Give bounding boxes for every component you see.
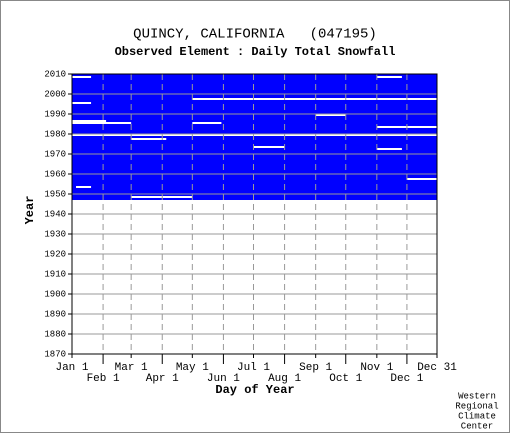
credit: Climate	[458, 411, 496, 421]
data-gap	[72, 76, 92, 78]
y-tick-label: 1980	[44, 129, 66, 139]
y-tick-label: 2000	[44, 89, 66, 99]
data-gap	[131, 196, 193, 198]
y-tick-label: 1880	[44, 329, 66, 339]
data-gap	[253, 146, 285, 148]
y-tick-label: 1990	[44, 109, 66, 119]
x-tick-label: Jan 1	[55, 362, 88, 374]
y-axis-label: Year	[23, 196, 37, 225]
x-tick-label: Mar 1	[115, 362, 148, 374]
data-gap	[72, 134, 437, 136]
y-tick-label: 1960	[44, 169, 66, 179]
x-tick-label: Aug 1	[268, 373, 301, 385]
data-coverage	[72, 74, 437, 200]
y-tick-label: 1940	[44, 209, 66, 219]
data-gap	[315, 114, 346, 116]
credit: Regional	[455, 401, 498, 411]
x-tick-label: Dec 31	[417, 362, 457, 374]
credit: Western	[458, 391, 496, 401]
credit: Center	[461, 421, 493, 431]
data-gap	[76, 186, 92, 188]
y-tick-label: 1970	[44, 149, 66, 159]
x-axis-label: Day of Year	[215, 383, 294, 397]
data-gap	[72, 122, 132, 124]
data-gap	[131, 138, 167, 140]
x-tick-label: Sep 1	[299, 362, 332, 374]
data-gap	[376, 148, 402, 150]
y-tick-label: 1930	[44, 229, 66, 239]
plot-frame	[71, 73, 438, 355]
y-tick-label: 1920	[44, 249, 66, 259]
y-tick-label: 1870	[44, 349, 66, 359]
x-tick-label: Oct 1	[329, 373, 362, 385]
x-tick-label: May 1	[176, 362, 209, 374]
chart-subtitle: Observed Element : Daily Total Snowfall	[115, 45, 396, 59]
x-tick-label: Apr 1	[146, 373, 179, 385]
x-tick-label: Feb 1	[87, 373, 120, 385]
y-tick-label: 1890	[44, 309, 66, 319]
x-tick-label: Nov 1	[360, 362, 393, 374]
y-tick-label: 1900	[44, 289, 66, 299]
x-tick-label: Jul 1	[237, 362, 270, 374]
data-gap	[72, 120, 107, 122]
data-gap	[192, 98, 437, 100]
chart-title: QUINCY, CALIFORNIA (047195)	[133, 27, 377, 43]
data-gap	[406, 178, 437, 180]
y-tick-label: 2010	[44, 69, 66, 79]
data-gap	[376, 76, 402, 78]
x-tick-label: Jun 1	[207, 373, 240, 385]
y-tick-label: 1910	[44, 269, 66, 279]
y-tick-label: 1950	[44, 189, 66, 199]
data-gap	[72, 102, 92, 104]
data-gap	[192, 122, 222, 124]
x-tick-label: Dec 1	[390, 373, 423, 385]
